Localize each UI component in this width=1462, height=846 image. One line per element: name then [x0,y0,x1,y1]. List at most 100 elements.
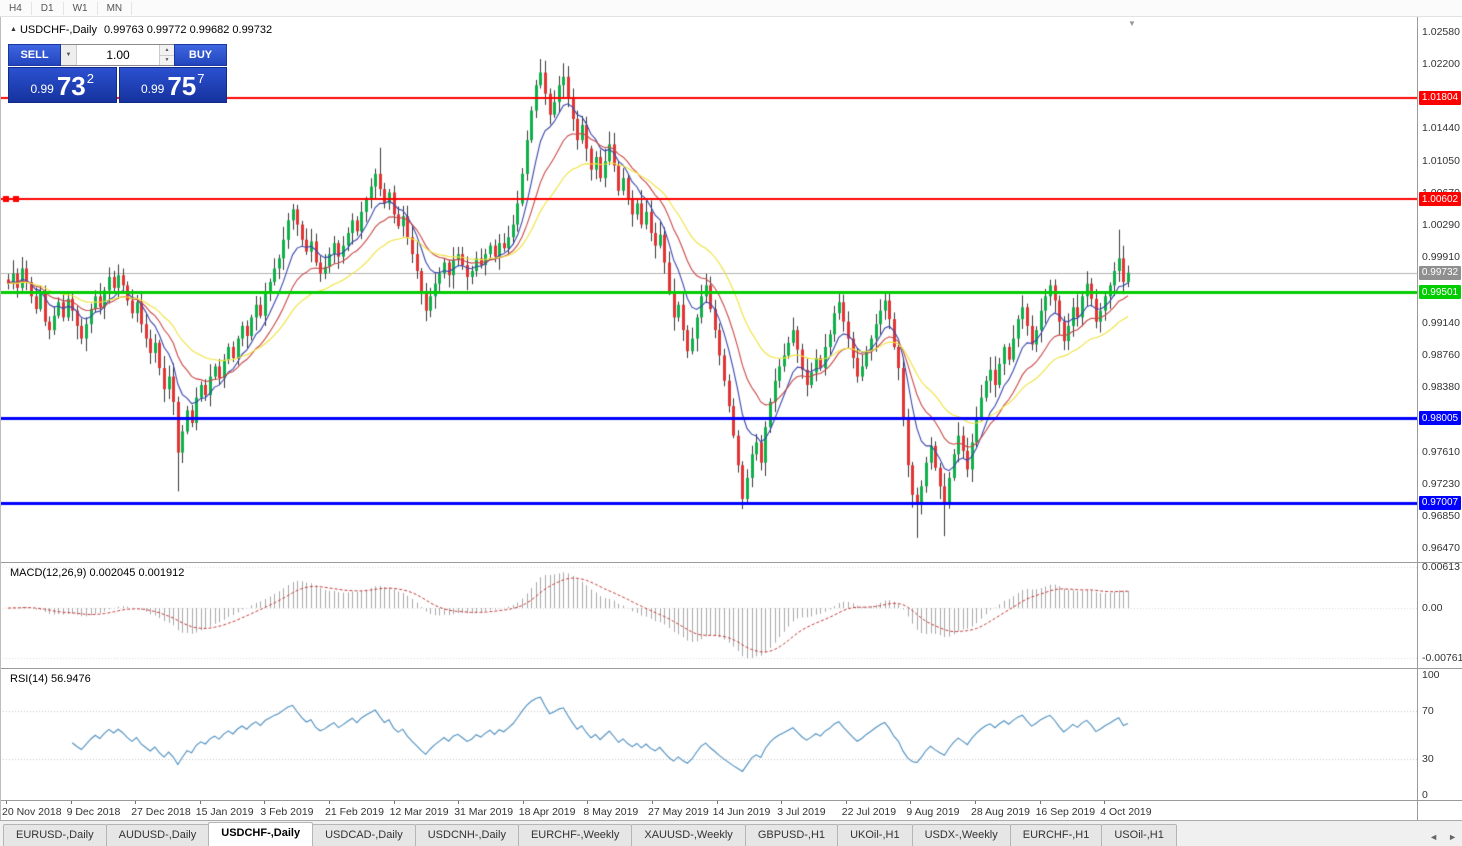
macd-signal-value: 0.001912 [138,567,185,579]
date-label: 12 Mar 2019 [389,806,449,818]
date-tick [781,801,783,804]
sell-price-sup: 2 [86,71,94,86]
price-chart-pane: ▲ USDCHF-,Daily 0.99763 0.99772 0.99682 0.… [0,17,1462,562]
price-tick-label: 0.97610 [1422,445,1460,458]
buy-price-display[interactable]: 0.99 75 7 [118,67,227,103]
buy-price-sup: 7 [197,71,205,86]
chart-title: ▲ USDCHF-,Daily 0.99763 0.99772 0.99682 0.… [10,24,272,36]
volume-input[interactable]: 1.00 [106,48,130,62]
buy-price-small: 0.99 [140,82,165,96]
tab-usdcnh-daily[interactable]: USDCNH-,Daily [414,824,519,846]
price-tick-label: 0.99140 [1422,316,1460,329]
date-label: 31 Mar 2019 [454,806,514,818]
rsi-title: RSI(14) [10,673,48,685]
date-tick [1039,801,1041,804]
price-tick-label: 1.01050 [1422,155,1460,168]
date-label: 8 May 2019 [583,806,639,818]
chart-ohlc-values: 0.99763 0.99772 0.99682 0.99732 [103,24,273,36]
price-tick-label: 1.02200 [1422,58,1460,71]
level-price-badge: 0.98005 [1419,411,1461,426]
tab-audusd-daily[interactable]: AUDUSD-,Daily [105,824,210,846]
date-tick [70,801,72,804]
chart-symbol-period-label: USDCHF-,Daily [19,24,97,36]
date-tick [393,801,395,804]
rsi-tick-label: 30 [1422,753,1434,765]
date-tick [910,801,912,804]
rsi-canvas[interactable] [0,669,1417,801]
timeframe-button-d1[interactable]: D1 [32,1,64,15]
tab-scroll-right-button[interactable]: ► [1448,832,1457,842]
date-label: 9 Aug 2019 [906,806,960,818]
price-chart-canvas[interactable] [0,17,1417,562]
level-price-badge: 0.99501 [1419,285,1461,300]
tab-eurchf-h1[interactable]: EURCHF-,H1 [1009,824,1103,846]
date-tick [329,801,330,804]
date-tick [264,801,266,804]
date-label: 21 Feb 2019 [325,806,384,818]
date-label: 3 Feb 2019 [260,806,314,818]
sell-button[interactable]: SELL [8,44,61,66]
date-label: 27 Dec 2018 [131,806,191,818]
date-label: 16 Sep 2019 [1035,806,1096,818]
tab-gbpusd-h1[interactable]: GBPUSD-,H1 [744,824,839,846]
volume-spinner: ▲ ▼ [159,45,174,65]
level-price-badge: 0.97007 [1419,495,1461,510]
date-label: 27 May 2019 [648,806,709,818]
tab-usdcad-daily[interactable]: USDCAD-,Daily [312,824,416,846]
chart-tabs-bar: EURUSD-,Daily AUDUSD-,Daily USDCHF-,Daily U… [0,820,1462,846]
time-axis[interactable]: 20 Nov 2018 9 Dec 2018 27 Dec 2018 15 Jan 2… [0,800,1462,820]
timeframe-button-w1[interactable]: W1 [64,1,98,15]
volume-dropdown-button[interactable]: ▼ [61,45,77,65]
price-tick-label: 0.98380 [1422,380,1460,393]
macd-main-value: 0.002045 [89,567,136,579]
price-axis-separator [1417,17,1418,820]
tab-ukoil-h1[interactable]: UKOil-,H1 [837,824,913,846]
date-label: 28 Aug 2019 [971,806,1030,818]
tab-eurchf-weekly[interactable]: EURCHF-,Weekly [517,824,633,846]
date-label: 4 Oct 2019 [1100,806,1152,818]
price-tick-label: 0.99910 [1422,251,1460,264]
date-tick [522,801,524,804]
buy-button[interactable]: BUY [174,44,227,66]
volume-spinner-up-icon[interactable]: ▲ [160,45,174,56]
rsi-tick-label: 0 [1422,789,1428,801]
rsi-tick-label: 100 [1422,669,1440,681]
sell-price-display[interactable]: 0.99 73 2 [8,67,117,103]
macd-label: MACD(12,26,9) 0.002045 0.001912 [10,567,184,579]
chart-shift-icon[interactable]: ▼ [1128,19,1136,28]
price-tick-label: 1.00290 [1422,219,1460,232]
date-label: 20 Nov 2018 [2,806,62,818]
buy-price-big: 75 [167,71,197,101]
price-tick-label: 0.98760 [1422,348,1460,361]
timeframe-button-mn[interactable]: MN [98,1,133,15]
macd-tick-label: 0.00 [1422,602,1443,615]
tab-usdchf-daily[interactable]: USDCHF-,Daily [208,822,314,846]
tab-usdx-weekly[interactable]: USDX-,Weekly [911,824,1011,846]
date-tick [652,801,653,804]
tab-xauusd-weekly[interactable]: XAUUSD-,Weekly [631,824,746,846]
macd-canvas[interactable] [0,563,1417,669]
date-label: 18 Apr 2019 [518,806,576,818]
rsi-indicator-pane: RSI(14) 56.9476 100 70 30 0 [0,668,1462,801]
level-price-badge: 1.00602 [1419,192,1461,207]
date-tick [6,801,7,804]
date-tick [975,801,976,804]
macd-indicator-pane: MACD(12,26,9) 0.002045 0.001912 0.00613 0… [0,561,1462,669]
tab-usoil-h1[interactable]: USOil-,H1 [1101,824,1177,846]
date-label: 15 Jan 2019 [195,806,254,818]
tab-eurusd-daily[interactable]: EURUSD-,Daily [3,824,107,846]
volume-spinner-down-icon[interactable]: ▼ [160,55,174,65]
collapse-chart-icon[interactable]: ▲ [10,26,17,33]
tab-scroll-left-button[interactable]: ◄ [1429,832,1439,842]
price-tick-label: 0.97230 [1422,477,1460,490]
timeframe-button-h4[interactable]: H4 [0,1,32,15]
price-tick-label: 0.96850 [1422,509,1460,522]
one-click-trading-panel: SELL ▼ 1.00 ▲ ▼ BUY 0.99 73 2 [8,44,227,103]
date-label: 3 Jul 2019 [777,806,826,818]
sell-price-small: 0.99 [30,82,54,96]
date-tick [199,801,201,804]
volume-control: ▼ 1.00 ▲ ▼ [61,44,174,66]
rsi-tick-label: 70 [1422,705,1434,717]
rsi-value: 56.9476 [50,673,91,685]
date-label: 14 Jun 2019 [712,806,771,818]
